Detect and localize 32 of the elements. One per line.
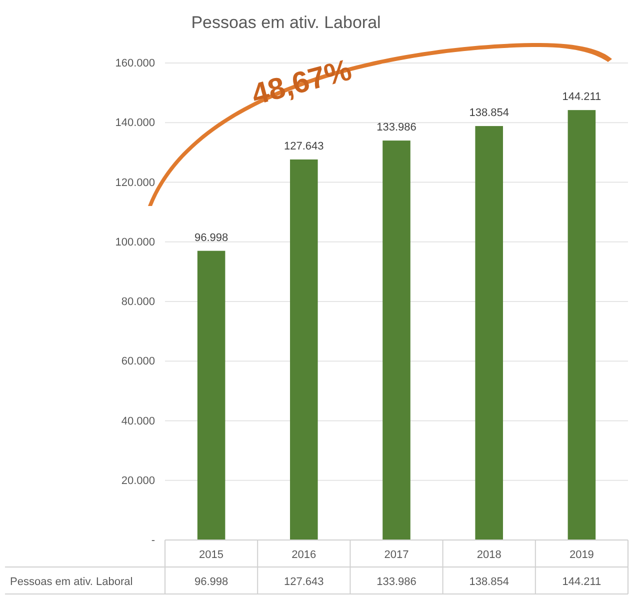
text: Pessoas em ativ. Laboral xyxy=(10,576,133,588)
text: 127.643 xyxy=(284,140,324,152)
text: 138.854 xyxy=(469,107,509,120)
y-tick-label: 140.000 xyxy=(115,117,155,130)
x-tick-label: 2016 xyxy=(292,549,316,561)
data-label: 127.643 xyxy=(284,576,324,588)
data-label: 133.986 xyxy=(376,576,416,588)
y-tick-label: 120.000 xyxy=(115,176,155,189)
y-tick-label: 60.000 xyxy=(121,356,155,368)
y-tick-label: - xyxy=(151,534,156,547)
y-tick-label: 20.000 xyxy=(121,474,155,487)
y-tick-label: 160.000 xyxy=(115,58,155,70)
y-tick-label: 100.000 xyxy=(115,236,155,248)
x-tick-label: 2019 xyxy=(569,549,594,561)
bar xyxy=(197,250,226,540)
text: 133.986 xyxy=(376,122,416,134)
bar xyxy=(475,126,503,540)
y-tick-label: 40.000 xyxy=(121,415,155,428)
data-label: 144.211 xyxy=(562,576,602,588)
x-tick-label: 2018 xyxy=(476,549,502,561)
text: 96.998 xyxy=(194,232,228,244)
bar xyxy=(290,159,318,540)
bar xyxy=(568,110,596,540)
x-tick-label: 2015 xyxy=(199,549,224,561)
chart-title: Pessoas em ativ. Laboral xyxy=(191,13,381,32)
y-tick-label: 80.000 xyxy=(121,296,155,308)
x-tick-label: 2017 xyxy=(384,549,409,561)
bar xyxy=(382,140,410,540)
data-label: 96.998 xyxy=(194,576,228,588)
data-label: 138.854 xyxy=(469,576,509,588)
annotation: 48,67% xyxy=(248,54,356,112)
text: 144.211 xyxy=(562,91,602,104)
